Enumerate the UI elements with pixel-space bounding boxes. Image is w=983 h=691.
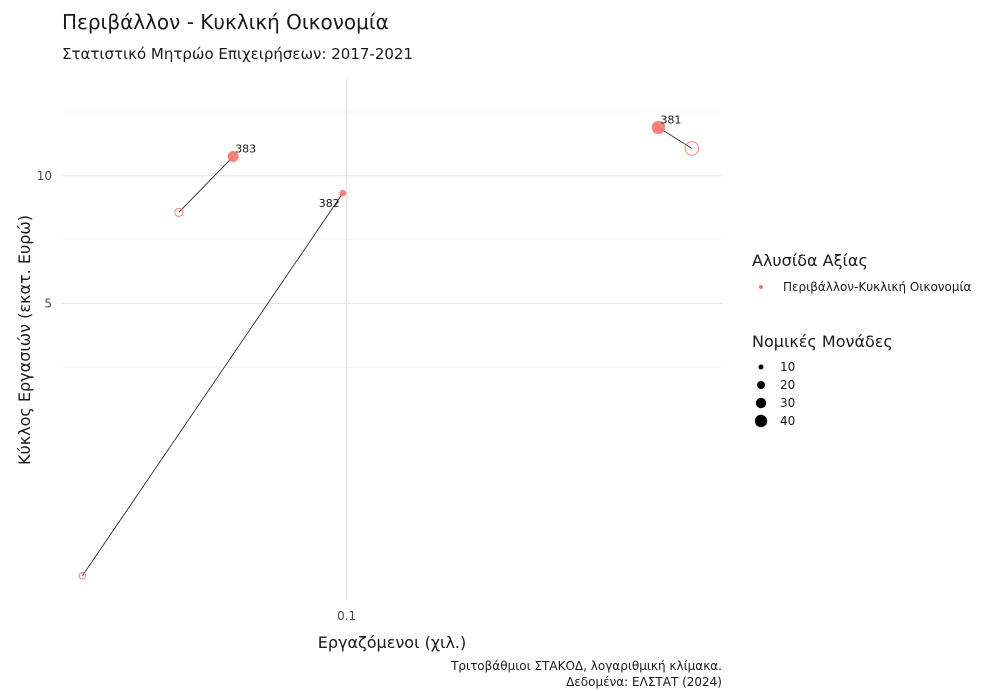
legend-size-label-10: 10 [780, 360, 795, 374]
trajectory-lines [82, 127, 693, 577]
chart-subtitle: Στατιστικό Μητρώο Επιχειρήσεων: 2017-202… [62, 45, 413, 63]
trajectory-382 [82, 192, 344, 577]
chart-title: Περιβάλλον - Κυκλική Οικονομία [62, 10, 389, 34]
point-label-382: 382 [319, 197, 340, 210]
legend-size-key-10 [758, 364, 764, 370]
y-tick-label: 10 [37, 169, 52, 183]
legend-color-title: Αλυσίδα Αξίας [752, 251, 868, 270]
grid [62, 78, 722, 600]
point-label-383: 383 [235, 143, 256, 156]
x-axis-title: Εργαζόμενοι (χιλ.) [318, 633, 467, 652]
tick-labels: 5 10 0.1 [37, 169, 356, 623]
start-point-383 [174, 207, 184, 217]
legend-color-key [759, 285, 763, 289]
legend-color-entry: Περιβάλλον-Κυκλική Οικονομία [783, 280, 972, 294]
end-point-382 [339, 189, 347, 197]
y-axis-title: Κύκλος Εργασιών (εκατ. Ευρώ) [15, 215, 34, 465]
legend-size-label-30: 30 [780, 396, 795, 410]
legend-size-key-20 [757, 381, 765, 389]
start-point-382 [78, 572, 87, 580]
y-tick-label: 5 [44, 296, 52, 310]
caption-line-1: Τριτοβάθμιοι ΣΤΑΚΟΔ, λογαριθμική κλίμακα… [450, 659, 722, 673]
legend-size-title: Νομικές Μονάδες [752, 332, 893, 351]
point-labels: 383 382 381 [235, 113, 681, 210]
end-point-383 [227, 151, 239, 163]
legend-size-key-30 [755, 397, 767, 409]
x-tick-label: 0.1 [337, 609, 356, 623]
point-label-381: 381 [660, 113, 681, 126]
data-points [78, 120, 700, 580]
end-point-381 [651, 120, 666, 135]
legend-size-key-40 [754, 414, 768, 428]
legend-size-label-40: 40 [780, 414, 795, 428]
caption-line-2: Δεδομένα: ΕΛΣΤΑΤ (2024) [566, 675, 722, 689]
plot-panel: 5 10 0.1 383 382 381 [37, 78, 722, 623]
legend: Αλυσίδα Αξίας Περιβάλλον-Κυκλική Οικονομ… [752, 251, 972, 428]
start-point-381 [684, 141, 700, 156]
legend-size-label-20: 20 [780, 378, 795, 392]
trajectory-383 [178, 156, 234, 213]
